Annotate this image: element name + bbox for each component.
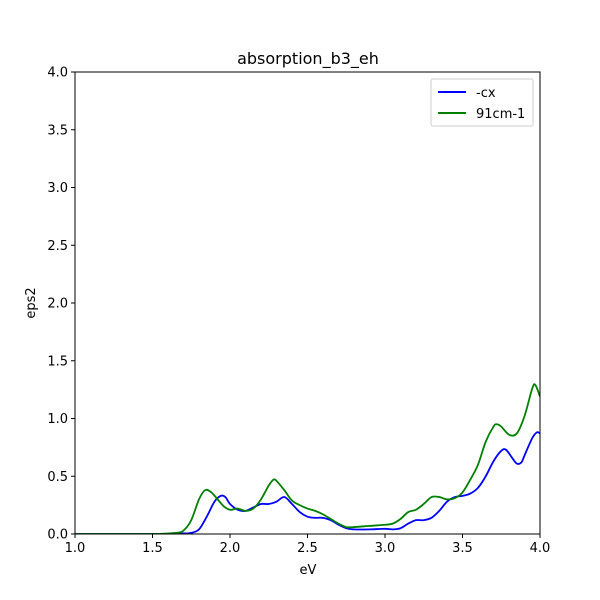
legend-box bbox=[430, 78, 534, 127]
y-tick-label: 2.0 bbox=[47, 297, 68, 312]
x-tick-label: 3.5 bbox=[452, 541, 473, 556]
legend: -cx 91cm-1 bbox=[430, 78, 534, 127]
legend-label: -cx bbox=[476, 86, 496, 101]
y-tick-label: 0.5 bbox=[47, 470, 68, 485]
x-tick-label: 1.5 bbox=[142, 541, 163, 556]
x-tick-label: 2.5 bbox=[297, 541, 318, 556]
y-axis-label: eps2 bbox=[24, 287, 39, 318]
y-tick-label: 4.0 bbox=[47, 66, 68, 81]
y-tick-label: 2.5 bbox=[47, 239, 68, 254]
x-tick-label: 4.0 bbox=[530, 541, 551, 556]
series-line-2 bbox=[75, 383, 540, 534]
legend-label: 91cm-1 bbox=[476, 107, 525, 122]
x-tick-label: 3.0 bbox=[375, 541, 396, 556]
series-line-1 bbox=[75, 431, 540, 534]
chart-title: absorption_b3_eh bbox=[237, 49, 379, 69]
y-tick-label: 1.5 bbox=[47, 354, 68, 369]
x-tick-label: 2.0 bbox=[220, 541, 241, 556]
y-tick-label: 3.5 bbox=[47, 123, 68, 138]
x-axis-label: eV bbox=[300, 563, 317, 578]
y-tick-label: 1.0 bbox=[47, 412, 68, 427]
plot-area: 1.0 1.5 2.0 2.5 3.0 3.5 4.0 0.0 0.5 1.0 1.5 2.0 2.5 3… bbox=[47, 66, 550, 557]
y-tick-label: 0.0 bbox=[47, 528, 68, 543]
axes-frame bbox=[74, 71, 541, 535]
series-lines bbox=[75, 383, 540, 534]
x-tick-label: 1.0 bbox=[65, 541, 86, 556]
y-tick-label: 3.0 bbox=[47, 181, 68, 196]
